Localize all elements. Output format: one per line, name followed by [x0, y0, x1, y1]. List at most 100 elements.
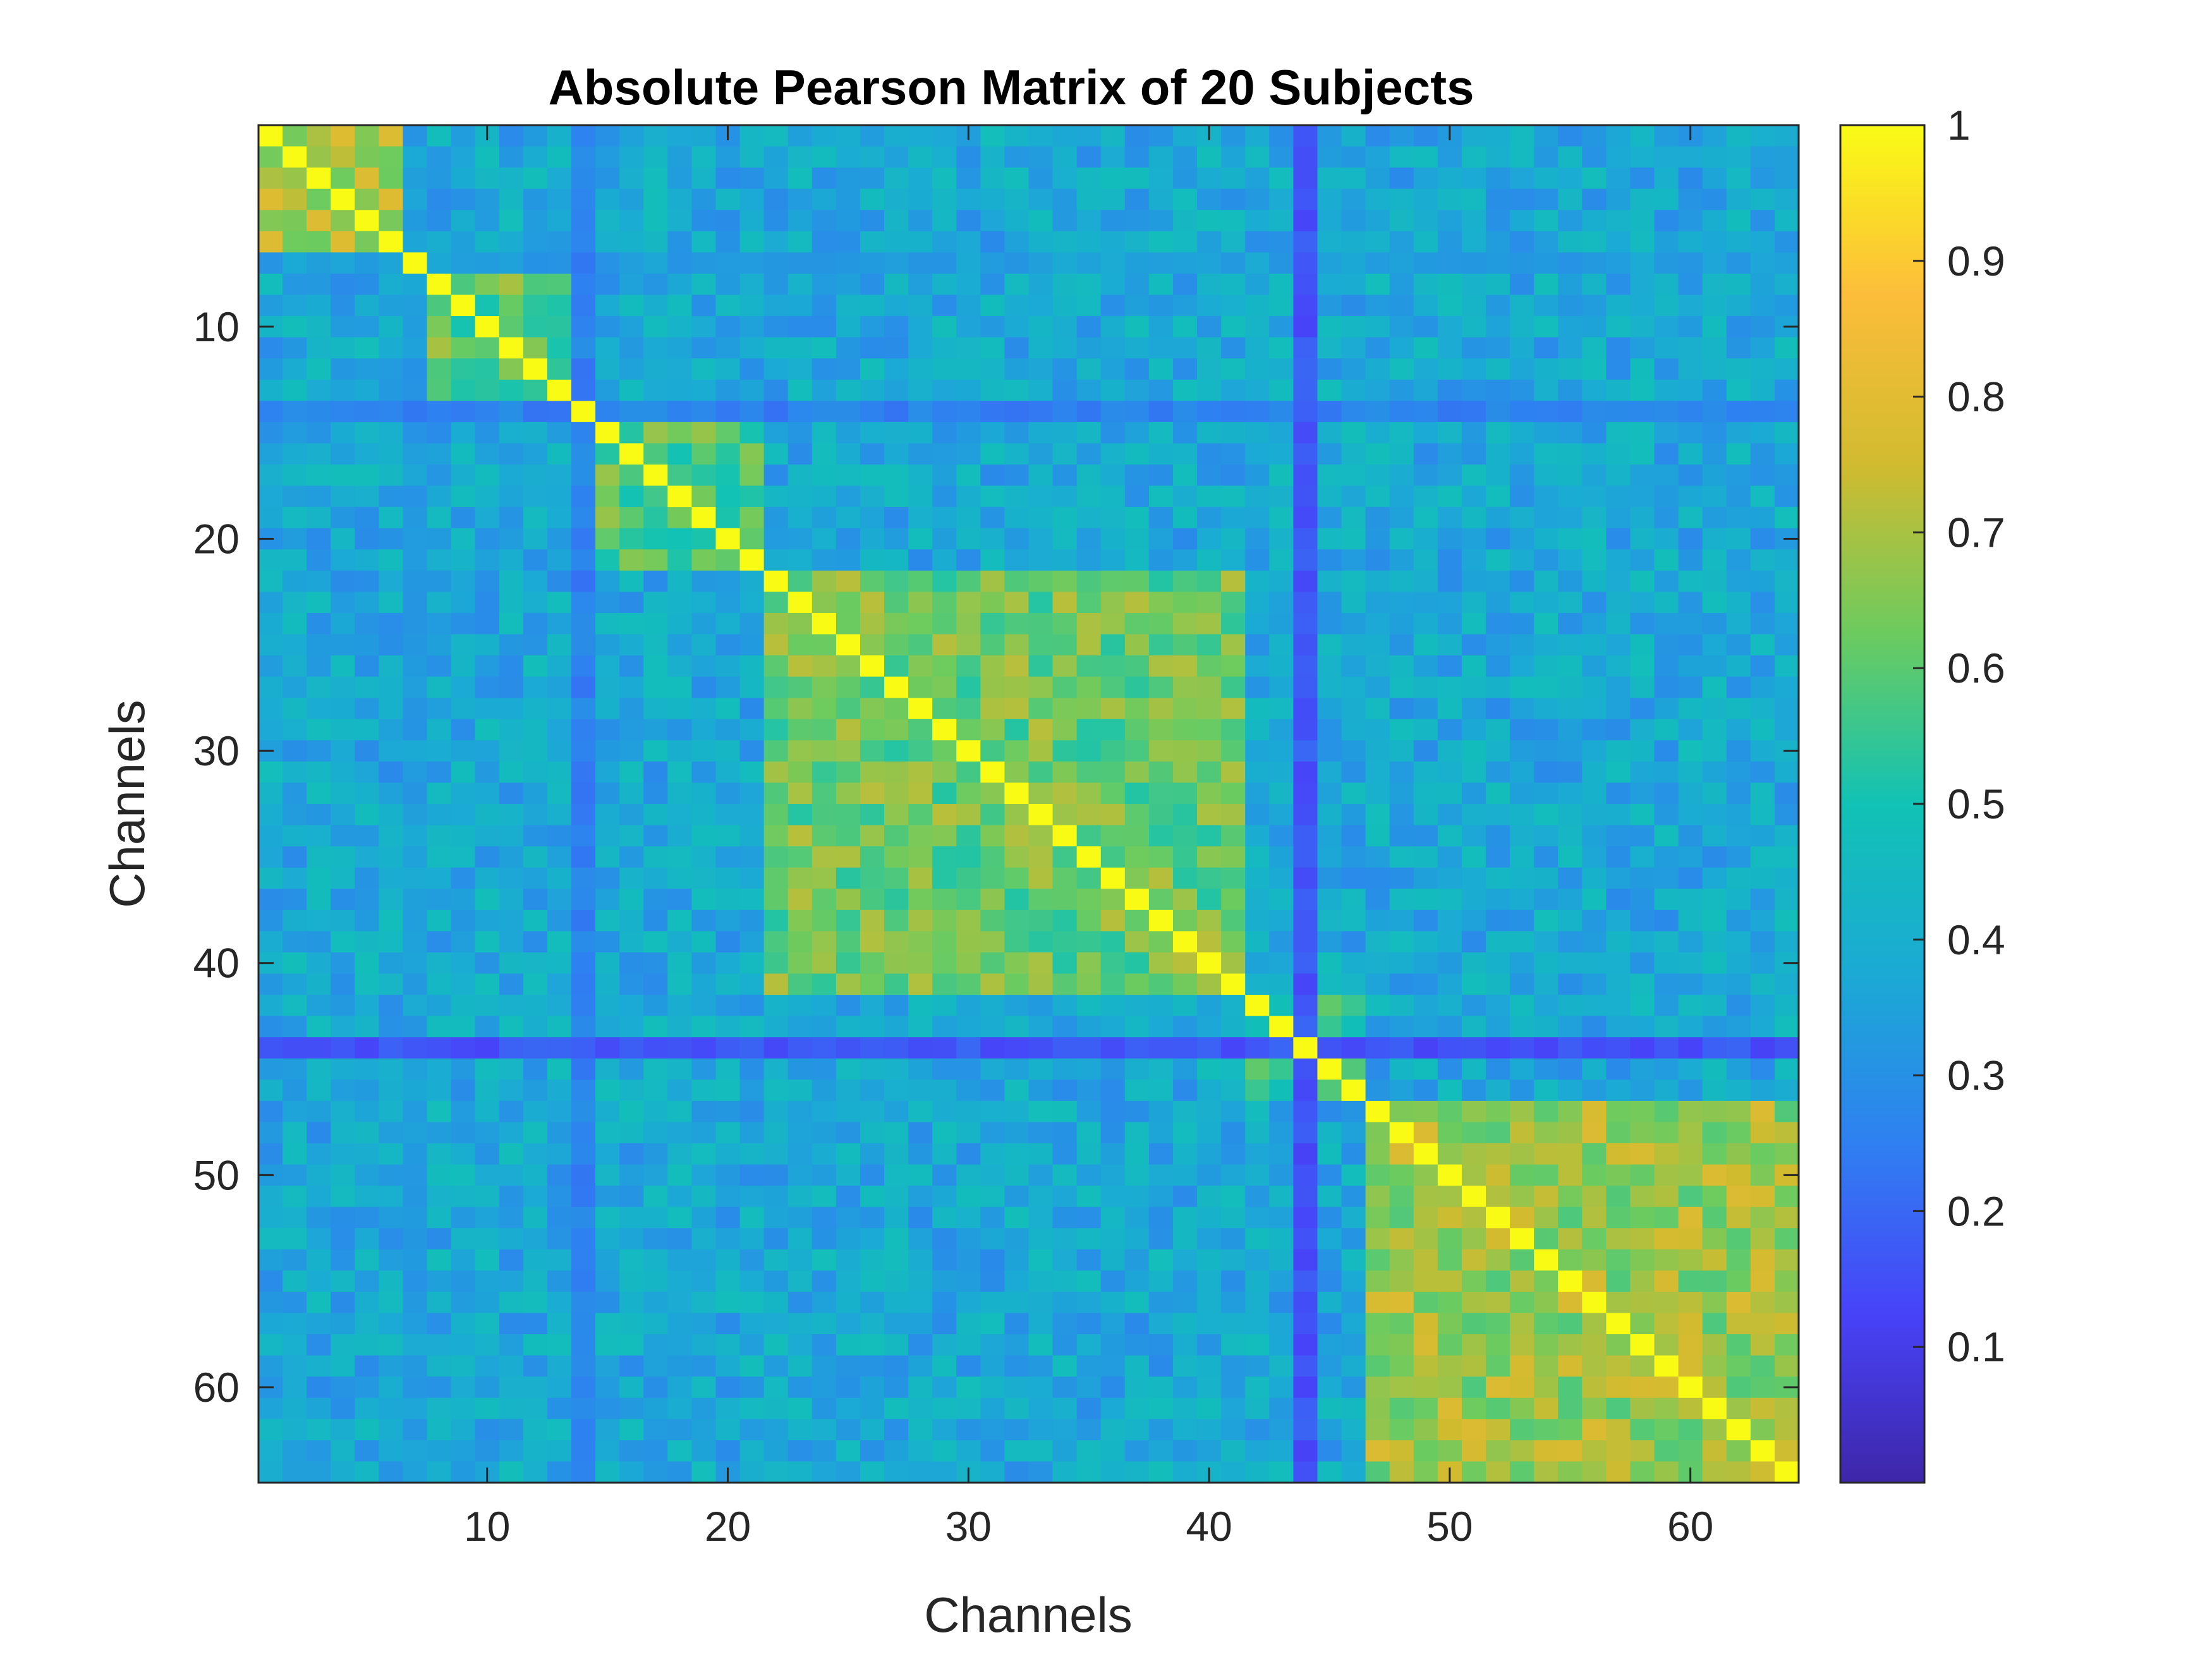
heatmap-cell	[884, 231, 909, 253]
heatmap-cell	[691, 252, 717, 274]
heatmap-cell	[1654, 295, 1679, 317]
heatmap-cell	[595, 592, 620, 614]
heatmap-cell	[283, 655, 307, 678]
heatmap-cell	[860, 1249, 885, 1271]
heatmap-cell	[547, 316, 572, 338]
heatmap-cell	[1293, 1334, 1318, 1356]
heatmap-cell	[1582, 549, 1607, 571]
heatmap-cell	[1606, 465, 1631, 487]
heatmap-cell	[427, 1355, 452, 1377]
heatmap-cell	[571, 507, 596, 529]
heatmap-cell	[331, 273, 355, 296]
heatmap-cell	[811, 1164, 837, 1186]
heatmap-cell	[715, 1186, 741, 1208]
heatmap-cell	[1630, 401, 1655, 423]
heatmap-cell	[499, 379, 524, 401]
heatmap-cell	[1534, 443, 1559, 465]
heatmap-cell	[547, 846, 572, 868]
heatmap-cell	[836, 1186, 861, 1208]
heatmap-cell	[1558, 1058, 1583, 1080]
heatmap-cell	[1389, 719, 1414, 741]
heatmap-cell	[739, 740, 765, 762]
heatmap-cell	[860, 1355, 885, 1377]
heatmap-cell	[860, 422, 885, 444]
heatmap-cell	[1004, 1376, 1030, 1399]
heatmap-cell	[1678, 167, 1703, 190]
heatmap-cell	[1221, 1270, 1246, 1292]
heatmap-cell	[331, 1249, 355, 1271]
heatmap-cell	[787, 273, 813, 296]
heatmap-cell	[1197, 507, 1222, 529]
heatmap-cell	[499, 485, 524, 507]
heatmap-cell	[1413, 676, 1438, 698]
heatmap-cell	[258, 995, 283, 1017]
heatmap-cell	[787, 1334, 813, 1356]
heatmap-cell	[475, 592, 500, 614]
heatmap-cell	[1582, 1143, 1607, 1165]
heatmap-cell	[1534, 676, 1559, 698]
heatmap-cell	[331, 1058, 355, 1080]
heatmap-cell	[643, 761, 668, 784]
heatmap-cell	[1100, 698, 1126, 720]
heatmap-cell	[715, 825, 741, 847]
heatmap-cell	[1245, 167, 1270, 190]
heatmap-cell	[1124, 676, 1150, 698]
heatmap-cell	[1124, 1143, 1150, 1165]
heatmap-cell	[787, 931, 813, 953]
heatmap-cell	[860, 655, 885, 678]
heatmap-cell	[1100, 1397, 1126, 1419]
heatmap-cell	[1654, 231, 1679, 253]
heatmap-cell	[1606, 1016, 1631, 1038]
heatmap-cell	[1269, 1100, 1294, 1123]
heatmap-cell	[908, 528, 933, 550]
heatmap-cell	[1004, 1313, 1030, 1335]
heatmap-cell	[715, 358, 741, 380]
heatmap-cell	[1437, 1270, 1462, 1292]
heatmap-cell	[739, 612, 765, 635]
heatmap-cell	[451, 231, 476, 253]
heatmap-cell	[1028, 1334, 1054, 1356]
heatmap-cell	[836, 1206, 861, 1229]
heatmap-cell	[715, 379, 741, 401]
heatmap-cell	[1678, 273, 1703, 296]
heatmap-cell	[1269, 952, 1294, 975]
heatmap-cell	[1389, 273, 1414, 296]
heatmap-cell	[1148, 592, 1174, 614]
heatmap-cell	[1052, 337, 1078, 359]
heatmap-cell	[1702, 1058, 1727, 1080]
heatmap-cell	[1413, 1143, 1438, 1165]
heatmap-cell	[1148, 188, 1174, 210]
heatmap-cell	[1100, 1037, 1126, 1059]
heatmap-cell	[1606, 1440, 1631, 1462]
heatmap-cell	[1702, 931, 1727, 953]
heatmap-cell	[1197, 401, 1222, 423]
heatmap-cell	[331, 1186, 355, 1208]
heatmap-cell	[1197, 1143, 1222, 1165]
heatmap-cell	[1510, 1186, 1534, 1208]
heatmap-cell	[811, 401, 837, 423]
heatmap-cell	[667, 273, 693, 296]
heatmap-cell	[571, 1249, 596, 1271]
heatmap-cell	[763, 1270, 789, 1292]
heatmap-cell	[836, 422, 861, 444]
heatmap-cell	[1558, 846, 1583, 868]
heatmap-cell	[1100, 889, 1126, 911]
heatmap-cell	[1582, 422, 1607, 444]
heatmap-cell	[1293, 1100, 1318, 1123]
heatmap-cell	[1197, 931, 1222, 953]
heatmap-cell	[715, 1313, 741, 1335]
heatmap-cell	[908, 825, 933, 847]
heatmap-cell	[595, 1334, 620, 1356]
heatmap-cell	[739, 973, 765, 995]
heatmap-cell	[1413, 358, 1438, 380]
heatmap-cell	[571, 740, 596, 762]
heatmap-cell	[1606, 825, 1631, 847]
heatmap-cell	[403, 273, 428, 296]
heatmap-cell	[1317, 125, 1342, 147]
heatmap-cell	[1485, 210, 1510, 232]
heatmap-cell	[860, 804, 885, 826]
heatmap-cell	[1461, 1164, 1486, 1186]
heatmap-cell	[595, 1037, 620, 1059]
heatmap-cell	[1124, 1037, 1150, 1059]
heatmap-cell	[1630, 612, 1655, 635]
